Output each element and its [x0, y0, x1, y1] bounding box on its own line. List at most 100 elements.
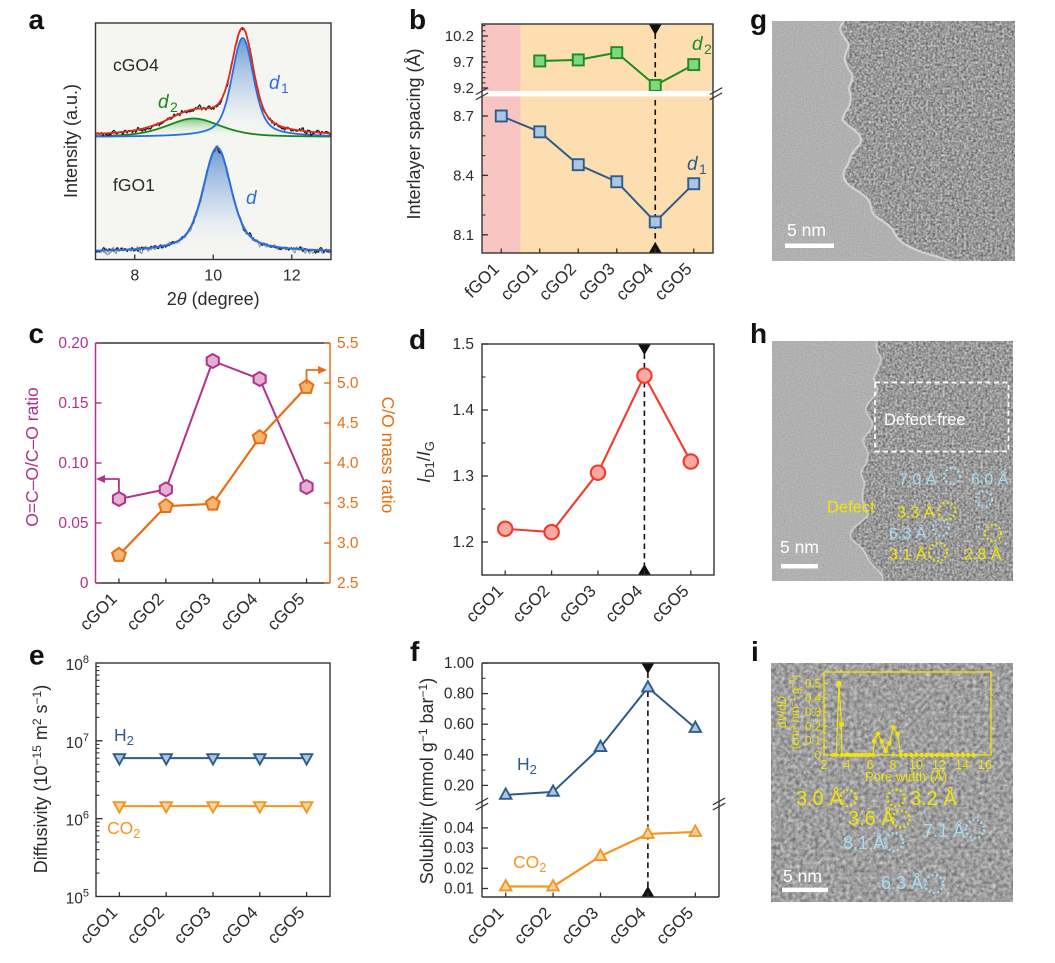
svg-text:Diffusivity (10−15 m2 s−1): Diffusivity (10−15 m2 s−1)	[30, 685, 51, 873]
svg-text:cGO5: cGO5	[264, 589, 309, 634]
svg-text:0.80: 0.80	[444, 686, 475, 703]
svg-text:Pore width (Å): Pore width (Å)	[865, 769, 947, 784]
svg-text:cGO2: cGO2	[510, 903, 555, 948]
svg-text:2.5: 2.5	[337, 575, 359, 592]
svg-text:0.5: 0.5	[805, 679, 821, 691]
svg-text:CO2: CO2	[107, 818, 140, 841]
svg-text:6.3 Å: 6.3 Å	[889, 524, 927, 543]
svg-text:e: e	[29, 640, 45, 671]
svg-text:1.5: 1.5	[452, 336, 474, 353]
svg-text:cGO5: cGO5	[264, 903, 309, 948]
svg-text:8.4: 8.4	[453, 167, 474, 184]
svg-text:1: 1	[699, 161, 707, 177]
svg-text:10.2: 10.2	[445, 28, 474, 45]
svg-text:fGO1: fGO1	[113, 175, 155, 195]
svg-text:f: f	[410, 636, 420, 667]
svg-text:12: 12	[283, 268, 301, 285]
svg-text:0.4: 0.4	[805, 693, 822, 705]
svg-text:2: 2	[170, 99, 178, 115]
svg-text:0.02: 0.02	[444, 860, 474, 877]
svg-text:1: 1	[281, 80, 289, 96]
svg-text:cGO1: cGO1	[76, 589, 121, 634]
svg-text:H2: H2	[114, 725, 134, 748]
svg-text:(cm3 nm−1 g−1): (cm3 nm−1 g−1)	[788, 675, 802, 750]
svg-text:dV/dD: dV/dD	[777, 696, 789, 728]
svg-text:cGO1: cGO1	[76, 903, 121, 948]
svg-text:5.5: 5.5	[337, 335, 359, 352]
svg-text:CO2: CO2	[513, 852, 546, 875]
svg-text:cGO4: cGO4	[605, 903, 650, 948]
svg-text:0.20: 0.20	[58, 335, 89, 352]
svg-text:cGO4: cGO4	[113, 55, 159, 75]
svg-text:9.7: 9.7	[453, 54, 474, 71]
svg-text:3.0 Å: 3.0 Å	[796, 787, 843, 810]
svg-text:cGO1: cGO1	[497, 259, 542, 304]
svg-text:cGO4: cGO4	[612, 259, 657, 304]
svg-text:0.03: 0.03	[444, 840, 474, 857]
svg-text:O=C–O/C–O ratio: O=C–O/C–O ratio	[22, 387, 42, 527]
svg-text:d: d	[409, 324, 426, 355]
svg-text:8.7: 8.7	[453, 108, 474, 125]
svg-text:1.2: 1.2	[452, 534, 474, 551]
svg-text:3.3 Å: 3.3 Å	[897, 503, 935, 522]
svg-text:cGO3: cGO3	[557, 903, 602, 948]
svg-text:cGO3: cGO3	[555, 581, 600, 626]
svg-text:Defect-free: Defect-free	[884, 411, 966, 429]
svg-text:108: 108	[66, 654, 89, 674]
svg-text:107: 107	[66, 732, 89, 752]
svg-text:cGO5: cGO5	[652, 903, 697, 948]
svg-text:Interlayer spacing (Å): Interlayer spacing (Å)	[404, 48, 424, 219]
svg-text:a: a	[29, 4, 45, 35]
svg-text:5.0: 5.0	[337, 375, 359, 392]
svg-text:0.01: 0.01	[444, 881, 474, 898]
svg-text:2: 2	[704, 41, 712, 57]
svg-text:cGO4: cGO4	[601, 581, 646, 626]
svg-text:cGO5: cGO5	[648, 581, 693, 626]
svg-text:16: 16	[978, 758, 992, 772]
svg-text:6: 6	[867, 758, 874, 772]
svg-text:1.4: 1.4	[452, 402, 474, 419]
svg-text:0.15: 0.15	[58, 395, 88, 412]
svg-text:5 nm: 5 nm	[783, 866, 822, 886]
svg-text:7.0 Å: 7.0 Å	[899, 470, 937, 489]
svg-text:105: 105	[66, 888, 89, 908]
svg-text:cGO4: cGO4	[217, 903, 262, 948]
svg-text:0.1: 0.1	[805, 736, 821, 748]
svg-text:cGO4: cGO4	[217, 589, 262, 634]
svg-text:0.3: 0.3	[805, 707, 821, 719]
svg-text:0.05: 0.05	[58, 515, 88, 532]
svg-text:9.2: 9.2	[453, 80, 474, 97]
svg-text:106: 106	[66, 810, 89, 830]
svg-text:ID1/IG: ID1/IG	[414, 441, 437, 483]
svg-text:4: 4	[844, 758, 851, 772]
svg-text:C/O mass ratio: C/O mass ratio	[378, 397, 398, 514]
svg-text:cGO2: cGO2	[123, 589, 168, 634]
svg-text:5 nm: 5 nm	[787, 220, 826, 240]
svg-text:i: i	[751, 636, 759, 667]
svg-text:5 nm: 5 nm	[780, 537, 819, 557]
svg-text:Solubility (mmol g−1 bar−1): Solubility (mmol g−1 bar−1)	[416, 678, 437, 884]
svg-text:d: d	[687, 154, 699, 175]
svg-text:2θ (degree): 2θ (degree)	[167, 289, 260, 309]
svg-text:3.2 Å: 3.2 Å	[910, 787, 957, 810]
svg-text:0.40: 0.40	[444, 747, 475, 764]
svg-text:cGO2: cGO2	[535, 259, 580, 304]
svg-text:3.5: 3.5	[337, 495, 359, 512]
svg-text:0.04: 0.04	[444, 820, 475, 837]
svg-text:8.1 Å: 8.1 Å	[843, 833, 885, 853]
svg-text:1.00: 1.00	[444, 655, 475, 672]
svg-text:2: 2	[821, 758, 828, 772]
svg-text:7.1 Å: 7.1 Å	[923, 821, 965, 841]
svg-text:0.10: 0.10	[58, 455, 89, 472]
svg-text:4.5: 4.5	[337, 415, 359, 432]
svg-text:cGO3: cGO3	[170, 589, 215, 634]
svg-text:6.0 Å: 6.0 Å	[971, 470, 1009, 489]
svg-text:3.1 Å: 3.1 Å	[889, 545, 927, 564]
svg-text:Intensity (a.u.): Intensity (a.u.)	[61, 84, 81, 198]
svg-text:cGO5: cGO5	[651, 259, 696, 304]
svg-text:d: d	[269, 73, 281, 94]
svg-text:10: 10	[204, 268, 222, 285]
svg-text:cGO3: cGO3	[574, 259, 619, 304]
svg-text:10: 10	[909, 758, 923, 772]
svg-text:0.2: 0.2	[805, 721, 821, 733]
